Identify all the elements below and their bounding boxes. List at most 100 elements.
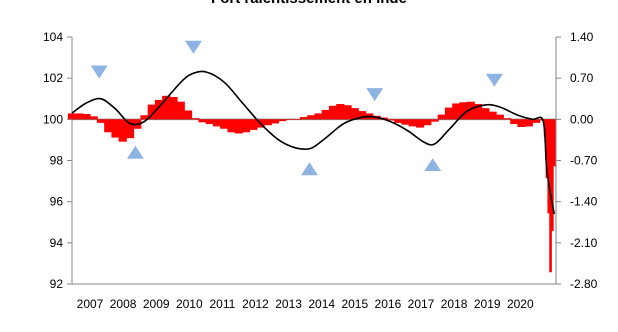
bar [169,96,178,120]
bar [118,119,127,142]
bar [473,104,483,120]
x-tick-label: 2007 [77,297,104,311]
bar [386,119,396,121]
bar [205,119,214,125]
bar [551,119,554,232]
bar [89,116,98,120]
y-left-tick-label: 94 [50,236,64,250]
x-tick-label: 2010 [176,297,203,311]
x-tick-label: 2009 [143,297,170,311]
bar [408,119,417,127]
bar [111,119,120,138]
bar [234,119,243,134]
triangle-up-marker [126,145,144,159]
y-left-tick-label: 100 [43,112,63,126]
x-tick-label: 2019 [474,297,501,311]
bar [292,119,301,120]
bar [278,119,287,122]
bar [227,119,236,133]
y-right-tick-label: 0.00 [570,112,594,126]
bar [104,119,113,133]
bar [401,119,410,125]
x-tick-label: 2015 [341,297,368,311]
bar [437,114,446,120]
x-tick-label: 2012 [242,297,269,311]
bar [314,113,323,120]
triangle-down-marker [485,73,503,87]
bar [531,119,541,123]
x-tick-label: 2020 [507,297,534,311]
bar [510,119,519,125]
bar [299,116,309,120]
y-right-tick-label: -2.80 [570,277,598,291]
bar [125,119,135,139]
chart-title: Fort ralentissement en Inde [0,0,618,8]
x-tick-label: 2014 [308,297,335,311]
y-right-tick-label: -1.40 [570,195,598,209]
bar [176,101,185,120]
y-right-tick-label: 0.70 [570,71,594,85]
bar [183,110,193,120]
bar [307,115,316,120]
bar [444,107,454,120]
bar [517,119,526,127]
bar [147,104,156,120]
bar [357,111,367,120]
bar [191,118,200,120]
bar [466,101,475,120]
triangle-up-marker [301,162,318,176]
bar [545,119,549,179]
bar [495,114,504,120]
y-left-tick-label: 96 [50,195,64,209]
x-tick-label: 2011 [209,297,235,311]
bar [423,119,432,126]
bar [524,119,533,127]
x-tick-label: 2013 [275,297,302,311]
triangle-down-marker [90,65,108,79]
bar [459,102,468,120]
bar [552,119,556,167]
bar [75,113,84,120]
y-right-tick-label: 1.40 [570,30,594,44]
bar [481,108,490,120]
bar [415,119,425,128]
bar [488,111,497,120]
bar [220,119,229,129]
bar [154,99,164,120]
triangle-down-marker [185,40,202,54]
bar [263,119,272,126]
bar [321,109,330,120]
x-tick-label: 2008 [110,297,137,311]
bar [198,119,207,123]
y-left-tick-label: 98 [50,154,64,168]
bar [394,119,403,123]
bar [336,104,345,120]
triangle-down-marker [366,88,384,102]
x-tick-label: 2017 [408,297,435,311]
bar [430,119,439,122]
y-left-tick-label: 102 [43,71,63,85]
triangle-up-marker [424,158,442,172]
tick-labels: 92 94 96 98 100 102 104 -2.80 -2.10 -1.40 -0.70 0.0… [43,30,598,311]
line-series [71,70,555,215]
bar [241,119,251,133]
bar-series [67,95,556,273]
bar [67,113,77,120]
bar [502,118,512,120]
bar [212,119,222,127]
bar [540,119,543,121]
bar [249,119,258,130]
y-left-tick-label: 92 [50,277,64,291]
bar [452,103,461,120]
bar [547,119,551,214]
bar [270,119,280,124]
annotations [90,40,503,176]
bar [285,119,294,120]
x-tick-label: 2018 [441,297,468,311]
bar [350,108,359,120]
bar [328,105,338,120]
bar [140,115,149,120]
bar [343,105,352,120]
y-left-tick-label: 104 [43,30,63,44]
